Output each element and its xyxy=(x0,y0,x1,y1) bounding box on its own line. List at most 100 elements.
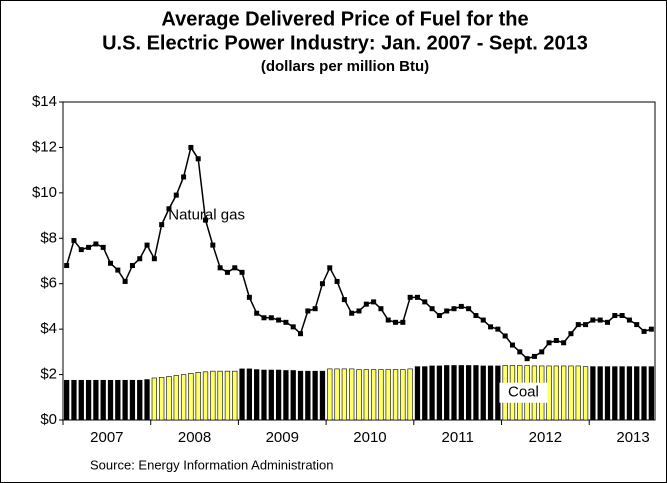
coal-bar xyxy=(568,365,574,421)
gas-marker xyxy=(254,310,260,316)
gas-marker xyxy=(480,317,486,323)
coal-bar xyxy=(436,365,443,421)
coal-bar xyxy=(561,365,567,421)
gas-marker xyxy=(173,192,179,198)
coal-bar xyxy=(275,369,282,421)
series-label: Natural gas xyxy=(168,207,245,224)
coal-bar xyxy=(575,365,581,421)
coal-bar xyxy=(319,370,326,421)
gas-marker xyxy=(356,308,362,314)
y-tick-label: $14 xyxy=(32,93,57,110)
coal-bar xyxy=(604,366,611,421)
gas-marker xyxy=(546,340,552,346)
coal-bar xyxy=(151,377,157,421)
gas-marker xyxy=(539,349,545,355)
coal-bar xyxy=(166,376,172,421)
gas-marker xyxy=(276,317,282,323)
gas-marker xyxy=(590,317,596,323)
gas-marker xyxy=(327,265,333,271)
gas-marker xyxy=(583,322,589,328)
gas-marker xyxy=(568,331,574,337)
coal-bar xyxy=(93,379,99,421)
gas-marker xyxy=(473,313,479,319)
coal-bar xyxy=(159,376,165,421)
gas-marker xyxy=(458,303,464,309)
gas-marker xyxy=(619,313,625,319)
gas-marker xyxy=(319,281,325,287)
coal-bar xyxy=(137,379,143,421)
coal-bar xyxy=(297,370,304,421)
coal-bar xyxy=(188,373,194,421)
coal-bar xyxy=(173,375,179,421)
gas-marker xyxy=(488,324,494,330)
coal-bar xyxy=(334,368,340,421)
coal-bar xyxy=(465,365,472,421)
gas-marker xyxy=(283,319,289,325)
coal-bar xyxy=(246,368,253,421)
coal-bar xyxy=(327,368,333,421)
coal-bar xyxy=(122,379,128,421)
chart-title: U.S. Electric Power Industry: Jan. 2007 … xyxy=(102,32,588,54)
coal-bar xyxy=(458,365,464,421)
gas-marker xyxy=(217,265,223,271)
gas-marker xyxy=(108,260,114,266)
coal-bar xyxy=(626,366,633,421)
coal-bar xyxy=(129,379,136,421)
gas-marker xyxy=(246,294,252,300)
series-label-box xyxy=(499,382,548,403)
chart-subtitle: (dollars per million Btu) xyxy=(261,58,429,75)
gas-marker xyxy=(203,217,209,223)
coal-bar xyxy=(480,365,486,421)
coal-bar xyxy=(641,366,647,421)
x-tick-label: 2012 xyxy=(529,429,562,446)
coal-bar xyxy=(195,371,201,421)
gas-marker xyxy=(626,317,632,323)
gas-marker xyxy=(436,313,442,319)
gas-marker xyxy=(553,338,559,343)
coal-bar xyxy=(582,366,589,421)
gas-marker xyxy=(393,319,399,325)
gas-marker xyxy=(224,269,230,275)
coal-bar xyxy=(407,368,413,421)
gas-marker xyxy=(400,319,406,325)
coal-bar xyxy=(612,366,618,421)
gas-marker xyxy=(166,206,172,212)
gas-marker xyxy=(575,322,581,328)
coal-bar xyxy=(634,366,640,421)
gas-marker xyxy=(64,263,70,269)
gas-marker xyxy=(181,174,187,180)
coal-bar xyxy=(378,369,384,421)
coal-bar xyxy=(144,379,150,421)
gas-marker xyxy=(612,313,618,319)
gas-marker xyxy=(517,349,523,355)
gas-marker xyxy=(444,308,450,314)
gas-marker xyxy=(151,256,157,262)
gas-marker xyxy=(115,267,121,273)
gas-marker xyxy=(363,301,369,307)
x-tick-label: 2010 xyxy=(353,429,386,446)
gas-marker xyxy=(78,247,84,253)
coal-bar xyxy=(64,379,70,421)
gas-marker xyxy=(312,306,318,312)
coal-bar xyxy=(422,366,428,421)
gas-marker xyxy=(144,242,150,248)
coal-bar xyxy=(210,370,216,421)
coal-bar xyxy=(341,368,348,421)
gas-marker xyxy=(524,356,530,362)
gas-marker xyxy=(261,315,267,321)
coal-bar xyxy=(312,370,318,421)
coal-bar xyxy=(85,379,92,421)
gas-marker xyxy=(129,263,135,269)
gas-marker xyxy=(195,156,201,162)
coal-bar xyxy=(71,379,77,421)
coal-bar xyxy=(107,379,114,421)
gas-marker xyxy=(159,222,165,228)
x-tick-label: 2013 xyxy=(616,429,649,446)
coal-bar xyxy=(363,369,369,421)
coal-bar xyxy=(239,368,245,421)
y-tick-label: $6 xyxy=(40,275,57,292)
coal-bar xyxy=(100,379,106,421)
coal-bar xyxy=(385,369,391,421)
gas-marker xyxy=(531,353,537,359)
source: Source: Energy Information Administratio… xyxy=(90,457,334,472)
